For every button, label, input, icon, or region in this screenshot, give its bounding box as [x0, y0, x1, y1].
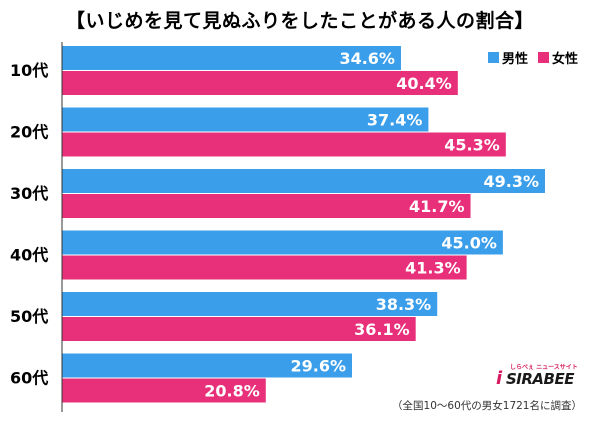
category-label-1: 20代 [10, 123, 48, 142]
value-label-female-3: 41.3% [405, 259, 461, 278]
legend-swatch-female [537, 52, 549, 63]
value-label-male-4: 38.3% [376, 295, 432, 314]
legend-label-female: 女性 [551, 52, 578, 67]
footnote: （全国10～60代の男女1721名に調査） [392, 400, 582, 412]
chart-title: 【いじめを見て見ぬふりをしたことがある人の割合】 [65, 10, 534, 32]
bar-female-3 [62, 255, 467, 280]
logo-subtext: しらべぇ ニュースサイト [510, 364, 578, 371]
sirabee-logo: しらべぇ ニュースサイト i SIRABEE [496, 362, 578, 394]
bar-male-2 [62, 169, 545, 193]
legend-item-male: 男性 [487, 48, 528, 67]
bar-male-0 [62, 46, 401, 70]
value-label-male-3: 45.0% [441, 234, 497, 253]
bar-female-2 [62, 194, 471, 218]
bar-female-4 [62, 317, 416, 341]
legend-label-male: 男性 [501, 52, 528, 67]
bar-female-5 [62, 378, 266, 403]
bar-male-1 [62, 107, 429, 132]
value-label-male-5: 29.6% [290, 357, 346, 376]
bar-male-3 [62, 230, 503, 255]
legend-swatch-male [487, 52, 499, 63]
value-label-female-4: 36.1% [354, 320, 410, 339]
value-label-female-5: 20.8% [204, 382, 260, 401]
logo-mark-icon: i [496, 368, 503, 389]
legend: 男性 女性 [487, 48, 578, 67]
category-label-4: 50代 [10, 307, 48, 326]
category-label-3: 40代 [10, 246, 48, 265]
value-label-female-1: 45.3% [444, 136, 500, 155]
value-label-female-0: 40.4% [396, 74, 452, 93]
logo-text: SIRABEE [506, 370, 574, 388]
bar-male-5 [62, 353, 352, 378]
bar-male-4 [62, 292, 438, 316]
value-label-female-2: 41.7% [409, 197, 465, 216]
category-label-0: 10代 [10, 61, 48, 80]
bar-female-0 [62, 71, 458, 95]
bar-female-1 [62, 132, 506, 157]
category-label-5: 60代 [10, 369, 48, 388]
value-label-male-1: 37.4% [367, 111, 423, 130]
legend-item-female: 女性 [537, 48, 578, 67]
value-label-male-0: 34.6% [339, 49, 395, 68]
value-label-male-2: 49.3% [483, 172, 539, 191]
category-label-2: 30代 [10, 184, 48, 203]
